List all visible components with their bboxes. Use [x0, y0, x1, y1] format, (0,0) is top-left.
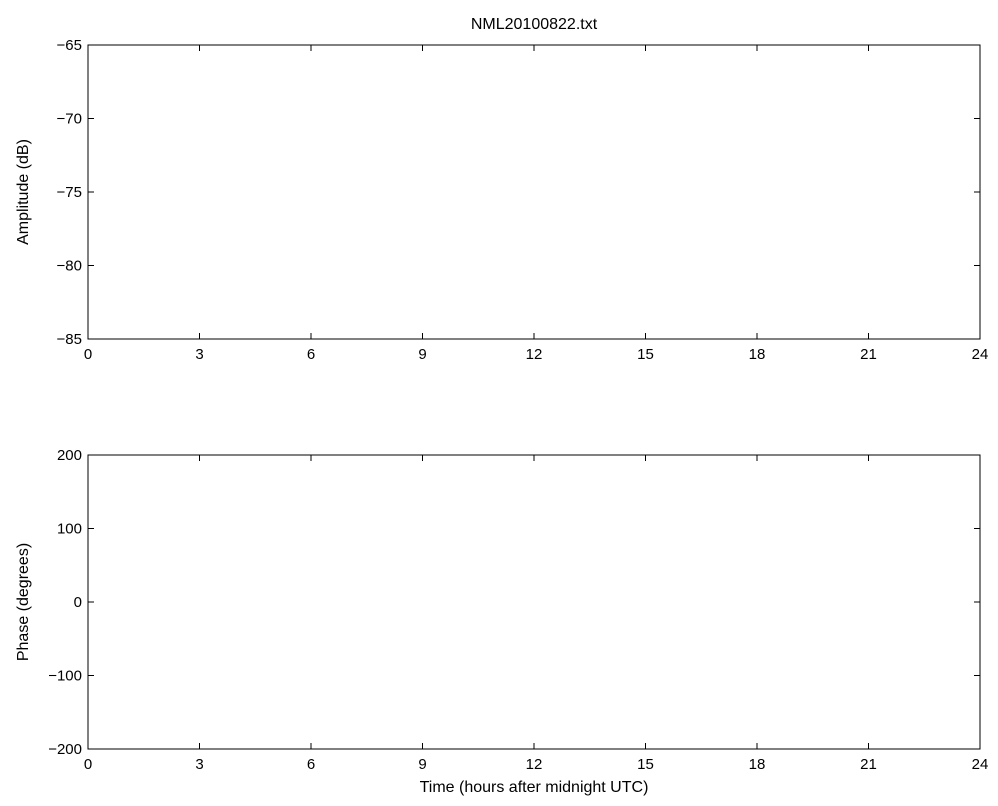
amplitude-x-tick-label: 15: [637, 346, 654, 363]
phase-y-tick-label: 0: [74, 594, 82, 611]
phase-x-tick-label: 15: [637, 756, 654, 773]
phase-x-tick-label: 9: [418, 756, 426, 773]
amplitude-x-tick-label: 24: [972, 346, 989, 363]
amplitude-x-tick-label: 18: [749, 346, 766, 363]
amplitude-chart-title: NML20100822.txt: [471, 16, 598, 33]
phase-x-tick-label: 21: [860, 756, 877, 773]
amplitude-x-tick-label: 3: [195, 346, 203, 363]
phase-plot: 0 3 6 9 12 15 18 21 24 −200 −100 0 100 200 Phase (degr…: [15, 447, 988, 796]
phase-x-tick-label: 12: [526, 756, 543, 773]
phase-y-tick-label: 200: [57, 447, 82, 464]
phase-axes-frame: [87, 454, 981, 750]
phase-y-tick-label: 100: [57, 521, 82, 538]
amplitude-x-tick-label: 0: [84, 346, 92, 363]
phase-x-tick-label: 24: [972, 756, 989, 773]
amplitude-plot: 0 3 6 9 12 15 18 21 24 −85 −80 −75 −70 −65 NML20100822…: [15, 16, 988, 363]
amplitude-y-tick-label: −65: [57, 37, 82, 54]
phase-y-axis-label: Phase (degrees): [15, 543, 32, 661]
amplitude-y-axis-label: Amplitude (dB): [15, 139, 32, 245]
phase-x-axis-label: Time (hours after midnight UTC): [420, 779, 649, 796]
amplitude-y-tick-label: −85: [57, 331, 82, 348]
phase-x-tick-label: 3: [195, 756, 203, 773]
amplitude-x-tick-label: 12: [526, 346, 543, 363]
amplitude-y-tick-label: −80: [57, 258, 82, 275]
phase-x-tick-label: 6: [307, 756, 315, 773]
phase-y-tick-label: −100: [48, 668, 82, 685]
amplitude-y-tick-label: −75: [57, 184, 82, 201]
phase-x-tick-label: 18: [749, 756, 766, 773]
amplitude-x-tick-label: 6: [307, 346, 315, 363]
phase-y-tick-label: −200: [48, 741, 82, 758]
amplitude-y-tick-label: −70: [57, 111, 82, 128]
amplitude-x-tick-label: 21: [860, 346, 877, 363]
phase-x-tick-label: 0: [84, 756, 92, 773]
amplitude-x-tick-label: 9: [418, 346, 426, 363]
amplitude-axes-frame: [87, 44, 981, 340]
